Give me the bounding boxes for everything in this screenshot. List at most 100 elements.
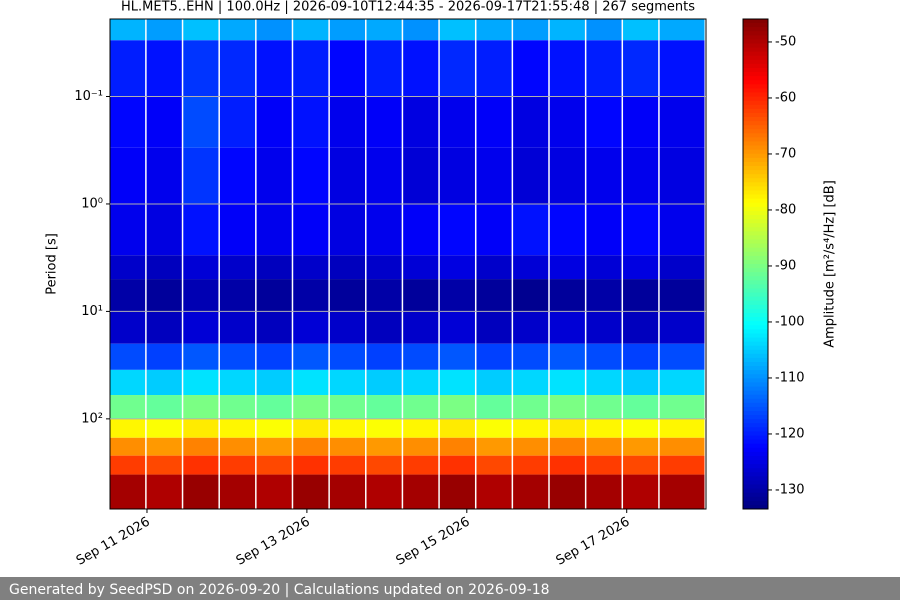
cell [183, 279, 219, 312]
cell [623, 40, 659, 97]
cell [439, 311, 475, 344]
cell [256, 418, 292, 438]
cell [219, 343, 256, 370]
cell [219, 40, 256, 97]
cell [623, 96, 659, 148]
cell [110, 437, 146, 456]
cell [366, 19, 402, 41]
cell [586, 343, 622, 370]
cell [586, 395, 622, 419]
cell [513, 343, 549, 370]
cell [293, 437, 329, 456]
colorbar-swatch [743, 88, 768, 93]
colorbar-swatch [743, 157, 768, 163]
colorbar-swatch [743, 215, 768, 220]
cell [403, 437, 439, 456]
colorbar-swatch [743, 92, 768, 98]
cell [476, 311, 512, 344]
cell [476, 96, 512, 148]
cell [549, 418, 585, 438]
cell [659, 474, 705, 509]
cell [219, 255, 256, 280]
cell [586, 19, 622, 41]
cell [623, 255, 659, 280]
colorbar-swatch [743, 84, 768, 89]
chart-title: HL.MET5..EHN | 100.0Hz | 2026-09-10T12:4… [121, 0, 695, 15]
cell [549, 437, 585, 456]
cell [219, 19, 256, 41]
colorbar-tick-label: -100 [775, 314, 805, 329]
cell [329, 343, 366, 370]
cell [146, 369, 182, 396]
colorbar-swatch [743, 239, 768, 245]
cell [256, 96, 292, 148]
cell [256, 437, 292, 456]
cell [513, 418, 549, 438]
cell [146, 455, 182, 475]
cell [623, 474, 659, 509]
colorbar-swatch [743, 341, 768, 347]
colorbar-swatch [743, 259, 768, 265]
cell [403, 395, 439, 419]
colorbar-swatch [743, 447, 768, 453]
colorbar-swatch [743, 419, 768, 424]
colorbar-swatch [743, 227, 768, 232]
cell [183, 369, 219, 396]
colorbar-swatch [743, 423, 768, 428]
cell [403, 40, 439, 97]
cell [513, 19, 549, 41]
cell [659, 96, 705, 148]
cell [476, 40, 512, 97]
colorbar-swatch [743, 333, 768, 338]
colorbar-swatch [743, 96, 768, 102]
colorbar-swatch [743, 19, 768, 24]
colorbar-swatch [743, 104, 768, 110]
cell [110, 40, 146, 97]
cell [623, 19, 659, 41]
cell [329, 418, 366, 438]
cell [110, 19, 146, 41]
colorbar-frame [742, 18, 769, 510]
colorbar-swatch [743, 292, 768, 298]
cell [256, 369, 292, 396]
colorbar-swatch [743, 288, 768, 294]
cell [476, 343, 512, 370]
colorbar-swatch [743, 51, 768, 57]
colorbar-swatch [743, 166, 768, 171]
x-tick-label: Sep 17 2026 [554, 515, 633, 569]
cell [513, 369, 549, 396]
cell [439, 255, 475, 280]
colorbar-label: Amplitude [m²/s⁴/Hz] [dB] [823, 180, 838, 348]
cell [256, 147, 292, 204]
cell [549, 279, 585, 312]
cell [439, 343, 475, 370]
cell [256, 203, 292, 256]
cell [366, 343, 402, 370]
cell [146, 474, 182, 509]
colorbar-swatch [743, 112, 768, 118]
colorbar-swatch [743, 276, 768, 281]
colorbar-swatch [743, 264, 768, 269]
cell [439, 418, 475, 438]
colorbar-swatch [743, 349, 768, 355]
colorbar-swatch [743, 55, 768, 61]
cell [623, 455, 659, 475]
colorbar-swatch [743, 464, 768, 469]
colorbar-swatch [743, 178, 768, 183]
cell [183, 311, 219, 344]
colorbar-swatch [743, 141, 768, 147]
y-tick-label: 10⁻¹ [74, 89, 103, 104]
colorbar-swatch [743, 455, 768, 461]
cell [293, 311, 329, 344]
cell [110, 279, 146, 312]
colorbar-swatch [743, 133, 768, 138]
colorbar-swatch [743, 272, 768, 277]
cell [183, 343, 219, 370]
colorbar-swatch [743, 100, 768, 106]
colorbar-swatch [743, 27, 768, 32]
cell [146, 395, 182, 419]
cell [219, 437, 256, 456]
cell [623, 437, 659, 456]
cell [219, 474, 256, 509]
